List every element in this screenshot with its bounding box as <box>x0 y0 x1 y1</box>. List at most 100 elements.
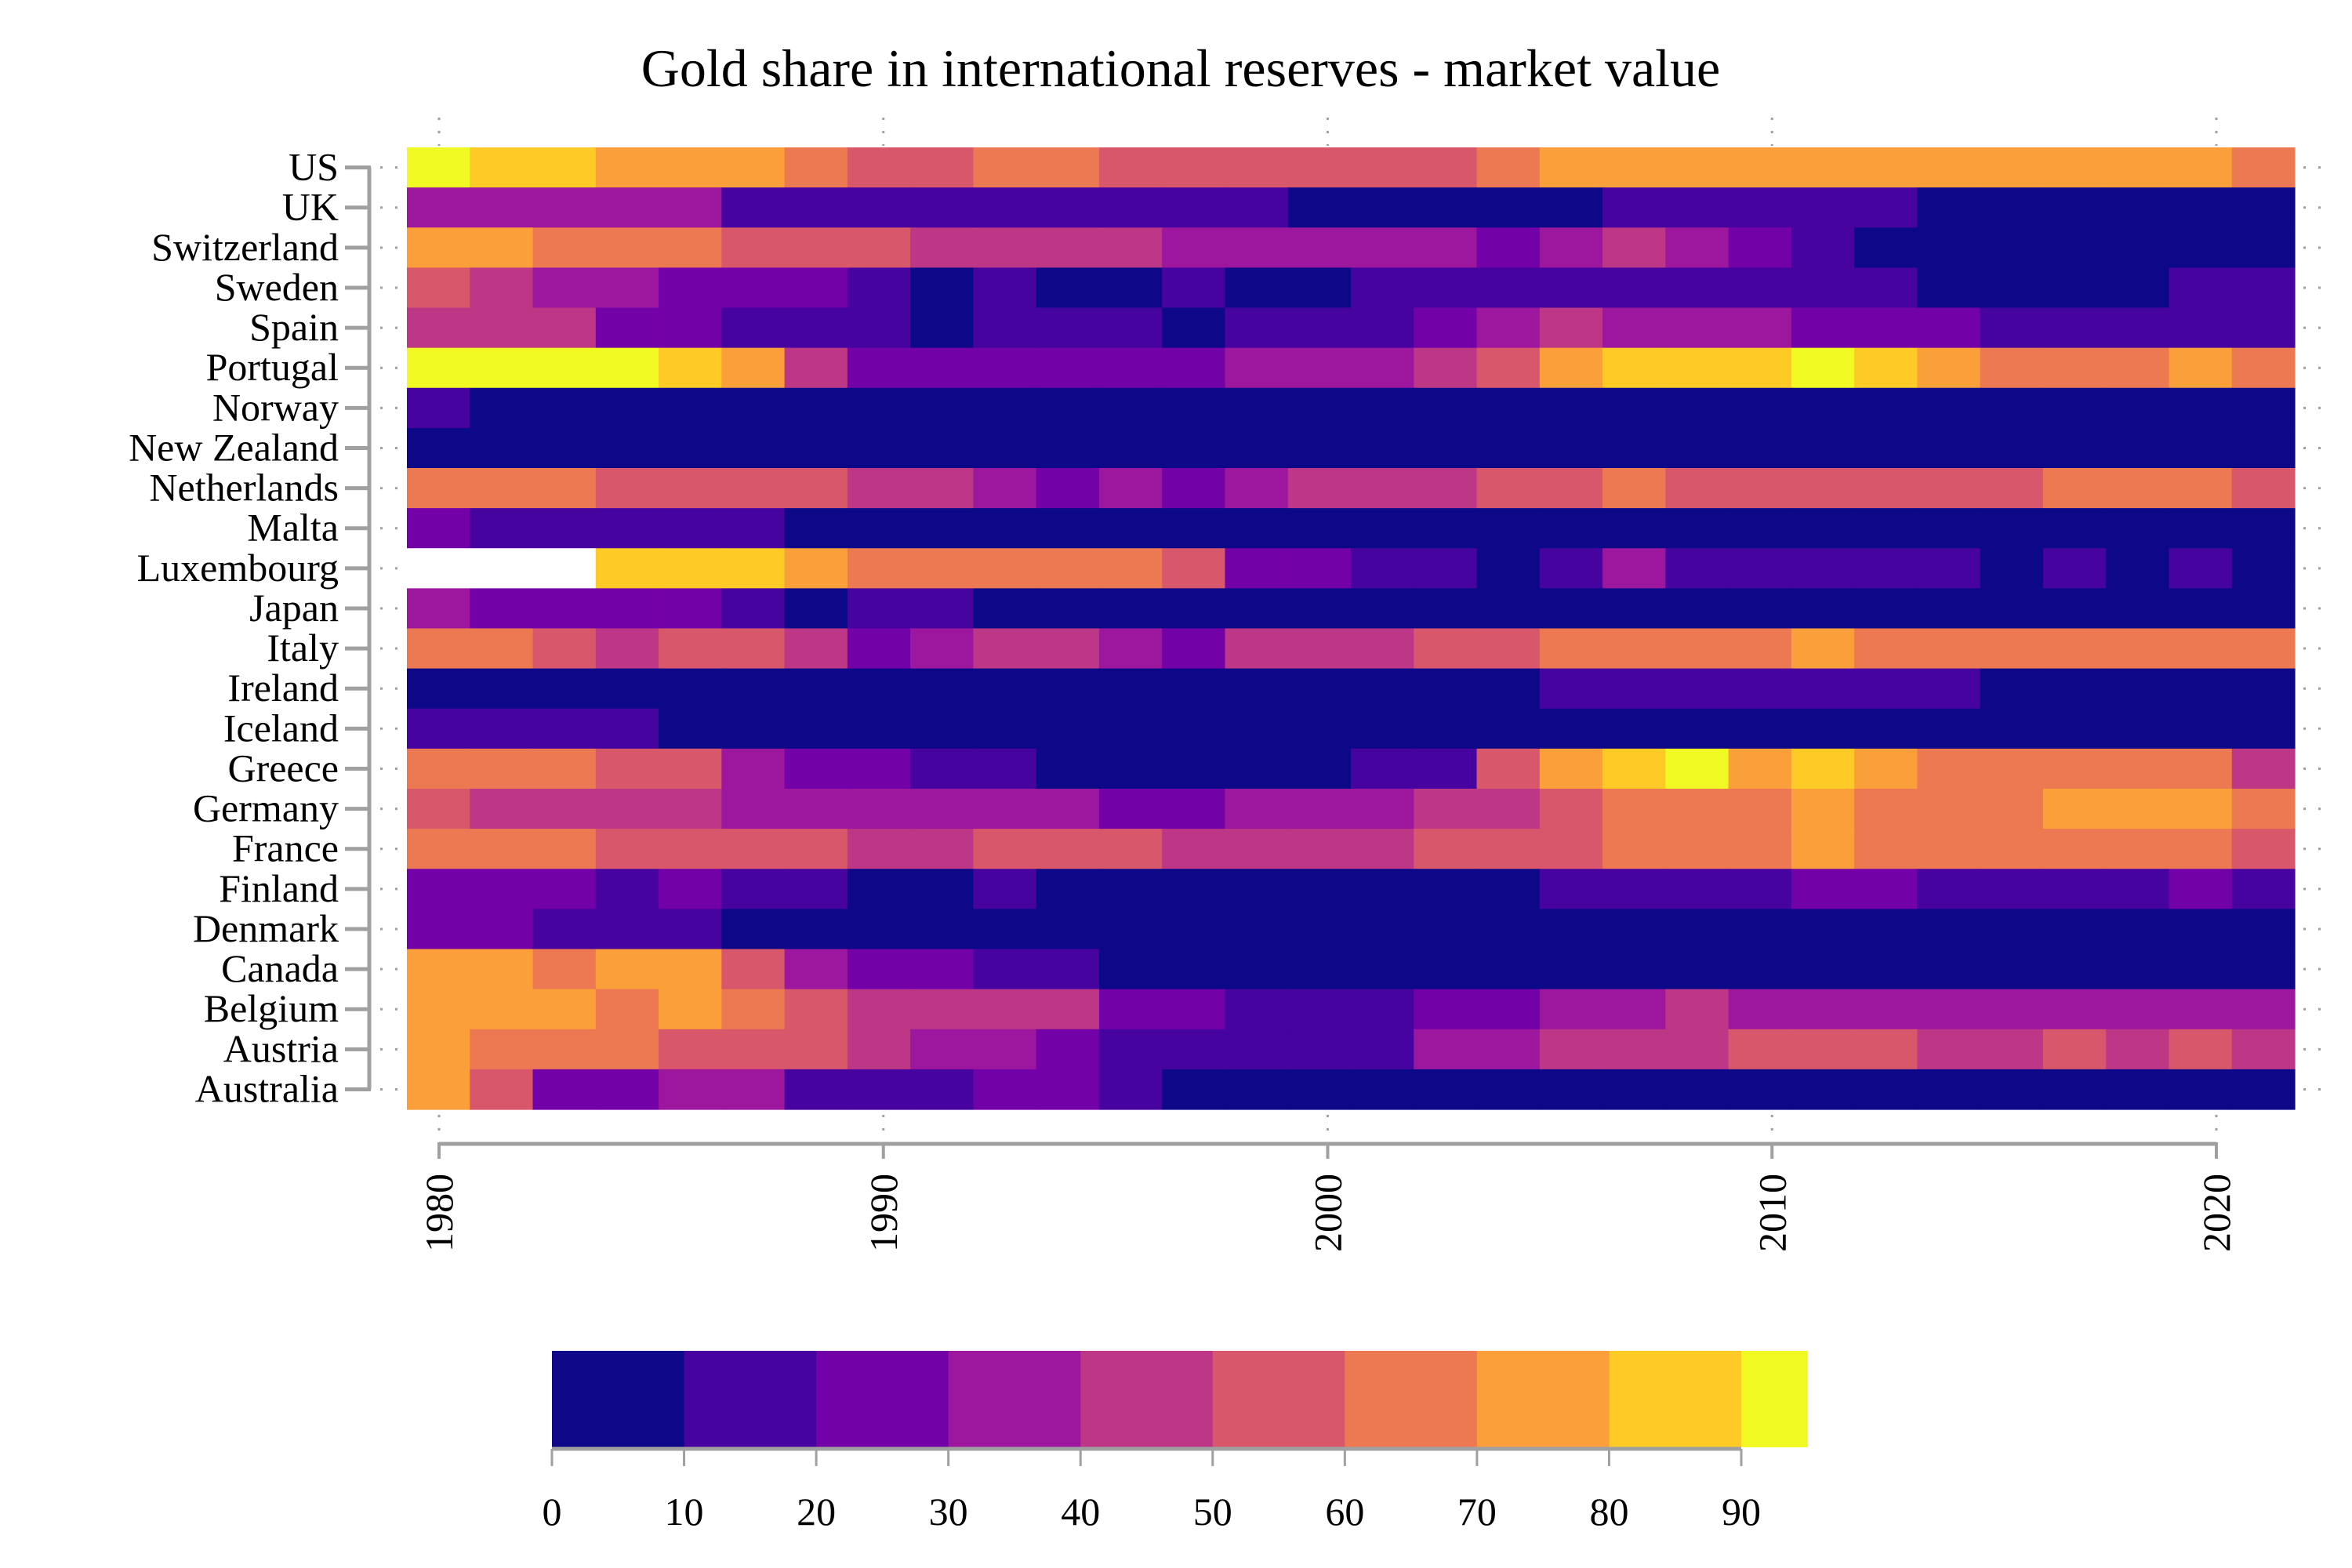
heatmap-cell <box>1917 147 1981 188</box>
heatmap-cell <box>1791 468 1855 509</box>
heatmap-cell <box>1414 427 1478 469</box>
y-tick-label: Italy <box>267 626 339 670</box>
heatmap-cell <box>1476 267 1541 309</box>
heatmap-cell <box>784 468 848 509</box>
heatmap-cell <box>1602 789 1666 829</box>
heatmap-cell <box>470 147 534 188</box>
heatmap-cell <box>407 949 470 990</box>
heatmap-cell <box>910 949 974 990</box>
heatmap-cell <box>1098 748 1163 789</box>
heatmap-cell <box>1539 1069 1603 1110</box>
y-tick-label: Netherlands <box>149 466 339 510</box>
heatmap-cell <box>2042 748 2107 789</box>
heatmap-cell <box>595 949 659 990</box>
heatmap-cell <box>532 347 597 389</box>
heatmap-cell <box>2042 1029 2107 1070</box>
heatmap-cell <box>1980 187 2044 228</box>
heatmap-cell <box>1414 307 1478 349</box>
heatmap-cell <box>2169 468 2233 509</box>
heatmap-cell <box>1791 748 1855 789</box>
heatmap-cell <box>659 708 722 750</box>
heatmap-cell <box>973 1069 1037 1110</box>
heatmap-cell <box>595 468 659 509</box>
heatmap-cell <box>847 1029 911 1070</box>
heatmap-cell <box>470 989 534 1030</box>
heatmap-cell <box>2042 468 2107 509</box>
heatmap-cell <box>1476 869 1541 909</box>
heatmap-cell <box>532 748 597 789</box>
heatmap-cell <box>659 387 722 429</box>
colorbar: 0 10 20 30 40 50 60 70 80 90 <box>543 1351 1808 1534</box>
y-tick-label: Canada <box>221 946 339 990</box>
heatmap-cell <box>1917 187 1981 228</box>
heatmap-cell <box>1476 789 1541 829</box>
heatmap-cell <box>1351 508 1414 549</box>
heatmap-cell <box>2169 909 2233 950</box>
heatmap-cell <box>2169 949 2233 990</box>
heatmap-cell <box>1791 427 1855 469</box>
heatmap-cell <box>595 1069 659 1110</box>
heatmap-cell <box>1728 708 1792 750</box>
heatmap-cell <box>847 829 911 869</box>
heatmap-cell <box>2042 588 2107 630</box>
heatmap-cell <box>1917 227 1981 268</box>
heatmap-cell <box>1917 628 1981 670</box>
heatmap-cell <box>1162 307 1226 349</box>
heatmap-cell <box>1287 588 1352 630</box>
y-tick-label: New Zealand <box>129 425 339 469</box>
heatmap-cell <box>1414 588 1478 630</box>
heatmap-cell <box>1225 628 1289 670</box>
heatmap-cell <box>2106 468 2170 509</box>
heatmap-cell <box>1728 187 1792 228</box>
heatmap-cell <box>1036 227 1100 268</box>
heatmap-cell <box>1791 829 1855 869</box>
heatmap-cell <box>1728 949 1792 990</box>
heatmap-cell <box>1476 708 1541 750</box>
heatmap-cell <box>1162 267 1226 309</box>
heatmap-cell <box>721 307 786 349</box>
heatmap-cell <box>2042 427 2107 469</box>
heatmap-cell <box>1162 187 1226 228</box>
heatmap-cell <box>721 909 786 950</box>
y-tick-label: Malta <box>247 506 339 550</box>
heatmap-cell <box>532 548 597 589</box>
heatmap-cell <box>1225 1069 1289 1110</box>
heatmap-cell <box>1602 307 1666 349</box>
heatmap-cell <box>407 789 470 829</box>
heatmap-cell <box>1225 347 1289 389</box>
heatmap-cell <box>2169 1069 2233 1110</box>
heatmap-cell <box>910 387 974 429</box>
heatmap-cell <box>2106 387 2170 429</box>
heatmap-cell <box>910 1029 974 1070</box>
heatmap-cell <box>2231 427 2296 469</box>
heatmap-cell <box>910 147 974 188</box>
heatmap-cell <box>1225 949 1289 990</box>
heatmap-cell <box>784 1029 848 1070</box>
y-tick-label: Belgium <box>204 986 339 1030</box>
heatmap-cell <box>1098 468 1163 509</box>
heatmap-cell <box>910 708 974 750</box>
heatmap-cell <box>532 387 597 429</box>
heatmap-cell <box>470 548 534 589</box>
heatmap-cell <box>2231 548 2296 589</box>
heatmap-cell <box>2106 708 2170 750</box>
heatmap-cell <box>1036 387 1100 429</box>
heatmap-cell <box>1980 909 2044 950</box>
heatmap-cell <box>1665 748 1730 789</box>
colorbar-swatch <box>1609 1351 1742 1447</box>
heatmap-cell <box>1162 588 1226 630</box>
y-tick-label: Spain <box>249 305 339 349</box>
heatmap-cell <box>1036 548 1100 589</box>
heatmap-cell <box>2106 267 2170 309</box>
heatmap-cell <box>910 307 974 349</box>
heatmap-cell <box>1602 508 1666 549</box>
colorbar-tick-label: 80 <box>1589 1490 1628 1534</box>
heatmap-cell <box>1476 628 1541 670</box>
heatmap-cell <box>407 347 470 389</box>
heatmap-cell <box>659 789 722 829</box>
heatmap-cell <box>1351 989 1414 1030</box>
heatmap-cell <box>973 307 1037 349</box>
heatmap-cell <box>2231 267 2296 309</box>
y-tick-label: Ireland <box>227 666 339 710</box>
heatmap-cell <box>910 748 974 789</box>
